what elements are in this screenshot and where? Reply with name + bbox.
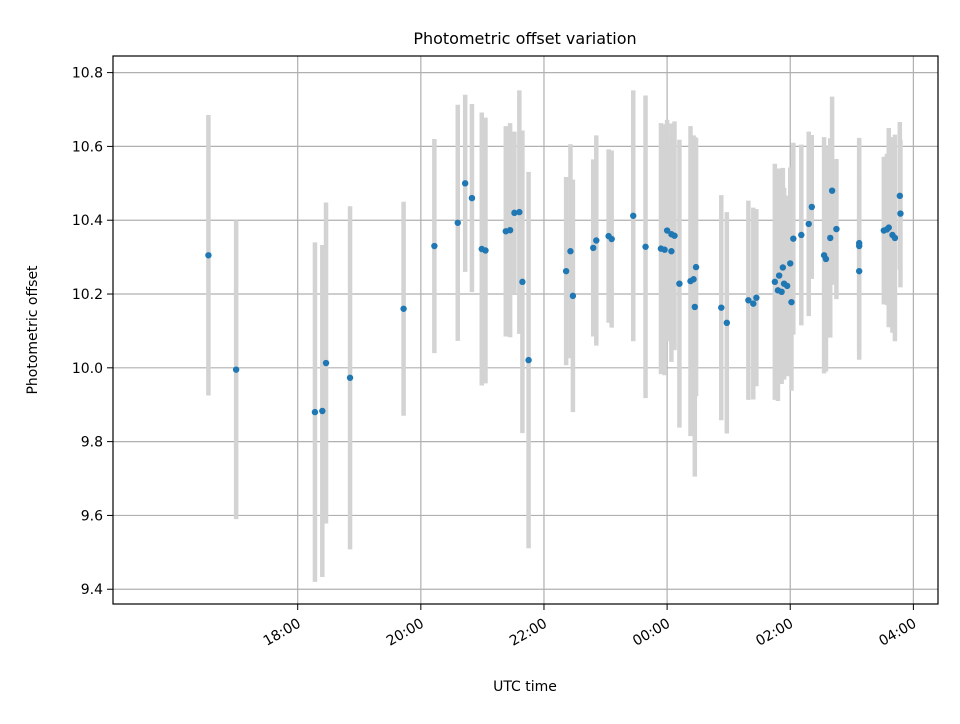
data-point [482,247,489,254]
data-point [511,209,518,217]
data-point [676,280,683,287]
data-point [232,366,240,373]
data-point [808,203,815,211]
data-point [569,292,577,300]
data-point [896,192,904,200]
y-tick-label: 10.4 [72,213,103,229]
data-point [506,226,514,234]
data-point [516,208,523,216]
y-tick-label: 9.6 [81,508,103,524]
y-tick-label: 10.2 [72,287,103,303]
data-point [885,224,892,231]
data-point [805,220,812,228]
data-point [691,303,699,311]
data-point [205,252,212,259]
data-point [778,288,785,296]
data-point [798,231,805,239]
data-point [400,305,407,312]
y-tick-label: 10.0 [72,361,103,377]
data-point [668,248,675,255]
data-point [562,267,570,275]
data-point [690,276,697,283]
data-point [311,408,319,416]
data-point [519,278,526,286]
chart-title: Photometric offset variation [413,29,636,48]
data-point [461,180,469,187]
data-point [431,242,438,250]
data-point [661,246,668,253]
data-point [468,194,476,202]
data-point [745,297,752,304]
data-point [828,187,836,194]
data-point [833,225,840,233]
data-point [525,356,532,364]
data-point [753,294,760,301]
data-point [671,232,678,239]
data-point [642,243,649,250]
data-point [723,319,731,327]
data-point [593,237,600,244]
y-tick-label: 10.8 [72,66,103,82]
y-tick-label: 9.8 [81,435,103,451]
data-point [567,248,574,255]
data-point [897,210,904,217]
data-point [779,264,787,271]
data-point [454,219,461,226]
y-axis-ticks: 9.4 9.6 9.8 10.0 10.2 10.4 10.6 10.8 [72,66,113,598]
y-tick-label: 9.4 [81,582,103,598]
y-tick-label: 10.6 [72,139,103,155]
data-point [692,263,700,271]
data-point [827,234,834,242]
data-point [630,212,637,219]
data-point [790,235,797,242]
data-points [205,180,904,416]
data-point [608,235,615,243]
data-point [891,234,899,242]
data-point [855,267,863,275]
data-point [322,359,330,367]
data-point [718,304,725,311]
plot-frame [112,55,939,605]
data-point [346,374,354,381]
data-point [775,272,783,279]
data-point [663,227,671,234]
x-axis-label: UTC time [493,679,557,695]
data-point [319,407,326,415]
data-point [783,282,791,290]
data-point [788,298,795,306]
data-point [771,278,779,286]
data-point [750,300,757,307]
data-point [855,242,863,250]
data-point [787,260,794,267]
data-point [822,255,830,263]
y-axis-label: Photometric offset [25,265,41,395]
data-point [590,244,597,252]
